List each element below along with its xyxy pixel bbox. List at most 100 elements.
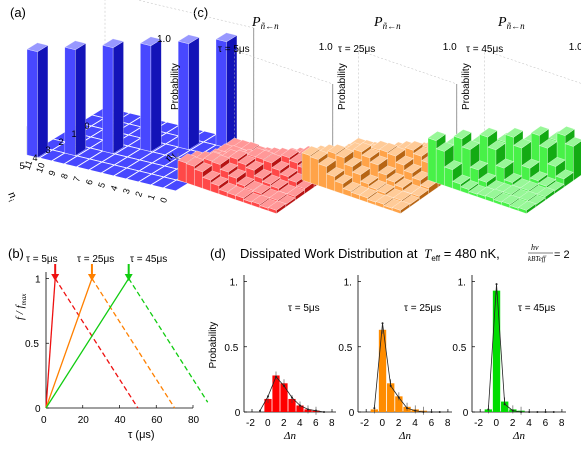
panel-d-ytick: 0.5 [452, 343, 466, 354]
panel-a-ni-tick: 3 [46, 145, 51, 155]
panel-d-xtick: 2 [281, 418, 287, 429]
panel-b: 0 20 40 60 80 0 0.5 1 τ = 5μs τ = 25μs τ = 45μs f … [14, 254, 209, 441]
panel-b-series-ramp-down [128, 278, 209, 403]
panel-b-xtick: 60 [151, 415, 163, 426]
panel-d-xtick: 8 [329, 418, 335, 429]
panel-a-nf-tick: 8 [59, 172, 70, 180]
panel-d-xtick: -2 [360, 418, 369, 429]
panel-d-ytick: 0 [463, 408, 469, 419]
panel-a-nf-tick: 3 [121, 187, 132, 195]
panel-b-xtick: 40 [115, 415, 127, 426]
panel-d-theory-point [259, 409, 261, 412]
panel-d-bar [501, 401, 509, 412]
panel-c-surface-2: Pñ←n τ = 25μs 1.0 Probability [301, 15, 472, 214]
panel-d-xtick: 4 [297, 418, 303, 429]
panel-d-xtick: 2 [510, 418, 516, 429]
panel-d-theory-point [520, 411, 523, 413]
panel-c-ymax: 1.0 [319, 42, 333, 53]
panel-c-title: Pñ←n [251, 15, 279, 31]
panel-d-bar [280, 383, 288, 412]
panel-b-arrowhead [124, 274, 133, 281]
panel-c-ylabel: Probability [337, 63, 348, 110]
panel-c-bar [391, 200, 411, 214]
panel-d-theory-point [299, 404, 301, 407]
panel-c-bar [517, 200, 537, 214]
panel-d-xtick: 0 [494, 418, 500, 429]
panel-b-xtick: 0 [41, 415, 47, 426]
panel-a-bar [102, 38, 124, 154]
panel-b-tau-label: τ = 5μs [26, 254, 58, 265]
panel-a-ni-tick: 5 [20, 161, 25, 171]
panel-d-xtick: -2 [474, 418, 483, 429]
panel-d-xtick: 2 [396, 418, 402, 429]
panel-d-theory-point [544, 411, 547, 413]
panel-a-nf-tick: 10 [34, 161, 47, 174]
panel-d-title: Dissipated Work Distribution at Teff = 4… [240, 246, 500, 263]
panel-a-nf-tick: 7 [71, 175, 82, 183]
panel-d-bar [492, 290, 501, 412]
panel-c-ymax: 1.0 [569, 42, 581, 53]
panel-c-bar [564, 136, 581, 181]
panel-d-ytick: 0.5 [338, 343, 352, 354]
panel-b-ytick: 1 [35, 274, 41, 285]
panel-d-theory-point [283, 384, 285, 387]
panel-d-bar [387, 383, 395, 412]
panel-d-theory-point [381, 322, 384, 325]
panel-d-tau: τ = 25μs [404, 303, 441, 314]
panel-c-tau: τ = 25μs [338, 44, 375, 55]
panel-a-label: (a) [10, 5, 26, 20]
panel-d-theory-point [315, 409, 317, 412]
panel-b-label: (b) [8, 246, 24, 261]
panel-d-theory-point [291, 396, 293, 399]
panel-b-arrowhead [87, 274, 96, 281]
panel-d-bar [378, 329, 387, 412]
panel-d-xlabel: Δn [283, 430, 296, 442]
panel-d-theory-point [495, 283, 498, 286]
panel-b-series-ramp [45, 278, 56, 409]
panel-b-ytick: 0.5 [25, 339, 39, 350]
panel-a-bar [215, 32, 238, 148]
panel-b-xlabel: τ (μs) [128, 429, 155, 441]
panel-d-theory-point [487, 408, 490, 411]
panel-d-xtick: 0 [265, 418, 271, 429]
panel-a-nf-tick: 2 [133, 190, 144, 198]
panel-d-frac-eq: = 2 [554, 249, 570, 261]
panel-a-nf-tick: 0 [158, 196, 169, 204]
panel-a-bar [64, 40, 87, 156]
panel-b-ytick: 0 [35, 404, 41, 415]
panel-a-nf-tick: 4 [108, 184, 119, 192]
panel-a-ni-tick: 0 [85, 121, 90, 131]
panel-d-ytick: 1. [344, 278, 352, 289]
panel-d-ylabel: Probability [208, 322, 219, 369]
panel-d-frac-num: hν [531, 243, 539, 252]
panel-d-theory-point [414, 409, 417, 412]
panel-c-tau: τ = 45μs [466, 44, 503, 55]
panel-b-plot: 0 20 40 60 80 0 0.5 1 τ = 5μs τ = 25μs τ = 45μs [25, 254, 209, 426]
panel-d: Dissipated Work Distribution at Teff = 4… [208, 243, 570, 442]
panel-a-ni-tick: 1 [72, 129, 77, 139]
panel-d-theory-point [438, 411, 441, 413]
panel-d-bar [395, 396, 403, 412]
panel-d-plot-3: -2 0 2 4 6 800.51.Δnτ = 45μs [452, 275, 566, 442]
panel-d-theory-point [552, 411, 555, 413]
panel-a-nf-tick: 9 [46, 169, 57, 177]
panel-a-ymax: 1.0 [157, 34, 171, 45]
panel-c-tau: τ = 5μs [218, 44, 250, 55]
panel-c-label: (c) [193, 5, 208, 20]
panel-a-ylabel: Probability [170, 63, 181, 110]
panel-b-series-ramp-down [91, 278, 176, 409]
panel-a-nf-tick: 11 [22, 159, 35, 171]
panel-b-series-ramp [45, 278, 130, 409]
panel-d-theory-point [430, 411, 433, 413]
panel-d-plot-2: -2 0 2 4 6 800.51.Δnτ = 25μs [338, 275, 452, 442]
panel-c-surface-3: Pñ←n τ = 45μs 1.0 Probability [427, 15, 581, 214]
panel-a-nf-tick: 5 [96, 181, 107, 189]
panel-d-ytick: 1. [230, 278, 238, 289]
panel-d-bar [272, 375, 280, 412]
panel-d-xtick: 6 [543, 418, 549, 429]
panel-b-series-ramp-down [54, 278, 139, 409]
